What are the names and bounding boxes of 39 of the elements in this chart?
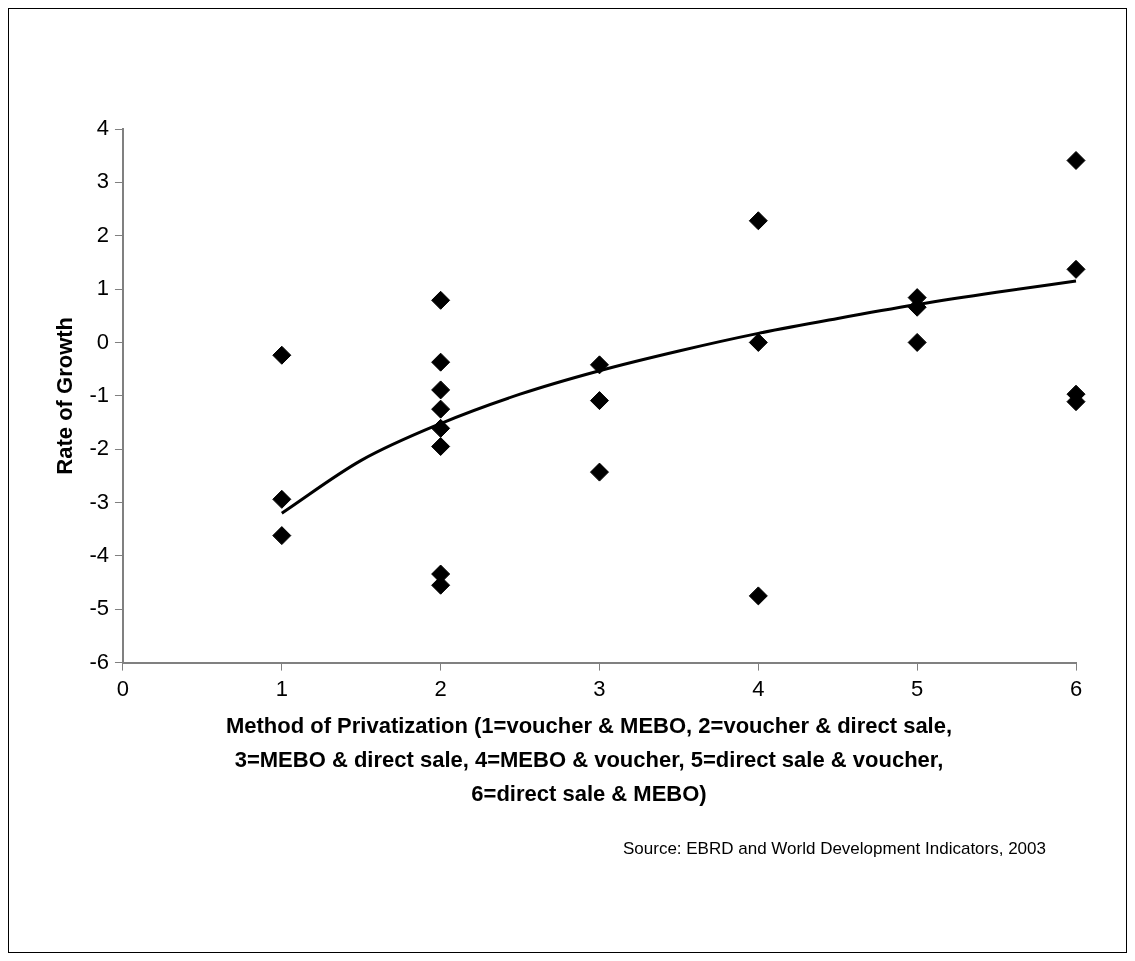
y-tick-label: -6 (89, 648, 109, 674)
point (589, 462, 609, 482)
x-tick-label: 2 (434, 675, 447, 701)
y-tick-label: -1 (89, 381, 109, 407)
point (431, 380, 451, 400)
point (589, 355, 609, 375)
y-tick-label: 0 (96, 328, 109, 354)
x-tick-label: 4 (752, 675, 765, 701)
point (431, 418, 451, 438)
point (272, 489, 292, 509)
x-tick-label: 1 (275, 675, 288, 701)
y-tick-label: -5 (89, 595, 109, 621)
point (431, 436, 451, 456)
y-tick-label: 1 (96, 275, 109, 301)
point (272, 345, 292, 365)
y-tick-label: 4 (96, 115, 109, 141)
point (1066, 259, 1086, 279)
point (589, 391, 609, 411)
point (431, 352, 451, 372)
point (907, 332, 927, 352)
source-note: Source: EBRD and World Development Indicators, 2003 (622, 839, 1046, 859)
point (748, 332, 768, 352)
x-tick-label: 0 (116, 675, 130, 701)
y-tick-label: 2 (96, 221, 109, 247)
y-tick-label: 3 (96, 168, 109, 194)
point (748, 211, 768, 231)
x-axis-title: Method of Privatization (1=voucher & MEBO, 2=voucher & direct sale, 3=MEBO & direct sale, 4=MEBO & voucher, 5=direct sale & voucher, 6=direct sale & MEBO) (224, 712, 954, 808)
y-tick-label: -4 (89, 541, 109, 567)
point (272, 526, 292, 546)
y-tick-label: -2 (89, 435, 109, 461)
point (431, 399, 451, 419)
x-tick-label: 5 (911, 675, 924, 701)
x-tick-label: 3 (593, 675, 606, 701)
point (748, 586, 768, 606)
y-tick-label: -3 (89, 488, 109, 514)
point (431, 290, 451, 310)
y-axis-title: Rate of Growth (52, 316, 78, 475)
x-tick-label: 6 (1069, 675, 1083, 701)
point (1066, 150, 1086, 170)
